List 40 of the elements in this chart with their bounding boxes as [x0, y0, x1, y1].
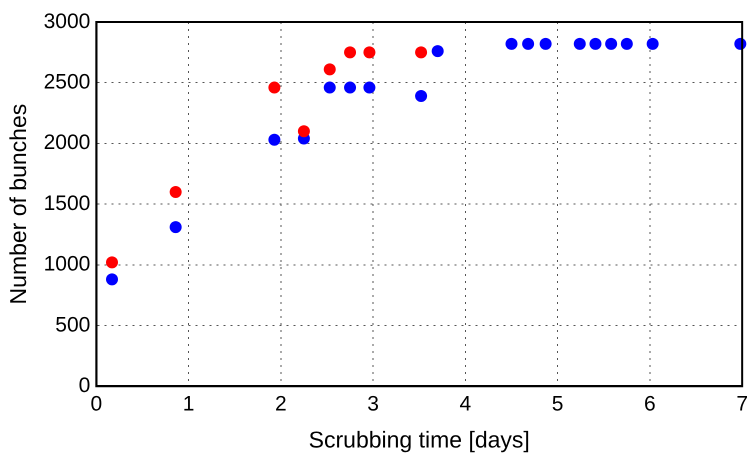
point [432, 45, 444, 58]
point [415, 90, 428, 102]
point [344, 46, 356, 58]
x-tick-label: 1 [182, 392, 194, 416]
y-tick-label: 2000 [44, 131, 90, 154]
point [415, 46, 428, 58]
point [268, 82, 280, 94]
x-tick-label: 7 [736, 392, 748, 416]
point [620, 38, 633, 50]
y-tick-label: 0 [78, 374, 90, 397]
point [540, 38, 552, 50]
point [646, 38, 659, 50]
point [324, 82, 336, 94]
point [170, 186, 182, 198]
x-tick-label: 2 [275, 392, 287, 416]
x-tick-label: 4 [460, 392, 472, 416]
y-axis-title: Number of bunches [5, 104, 32, 304]
point [605, 38, 618, 50]
x-tick-label: 6 [644, 392, 656, 416]
x-tick-label: 5 [552, 392, 564, 416]
point [589, 38, 602, 50]
point [363, 82, 376, 94]
point [268, 134, 280, 146]
point [574, 38, 586, 50]
y-tick-label: 500 [55, 313, 90, 336]
y-tick-label: 3000 [44, 10, 90, 33]
point [170, 221, 182, 234]
point [506, 38, 518, 50]
point [106, 273, 118, 286]
y-tick-label: 2500 [44, 70, 90, 94]
point [363, 46, 376, 58]
point [344, 82, 356, 94]
y-tick-label: 1000 [44, 252, 90, 276]
point [324, 63, 336, 76]
x-axis-title: Scrubbing time [days] [308, 426, 530, 453]
y-tick-label: 1500 [44, 192, 90, 215]
point [298, 125, 310, 138]
x-tick-label: 3 [367, 392, 379, 416]
point [522, 38, 534, 50]
point [106, 256, 118, 268]
